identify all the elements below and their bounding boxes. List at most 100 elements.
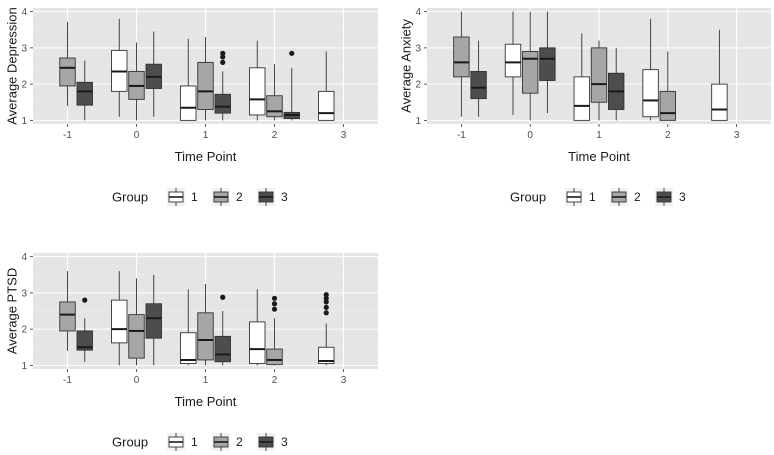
box-body [128,314,145,359]
legend-label: 2 [236,435,243,449]
box-group-1-timepoint-2 [249,40,266,121]
x-tick-label: 0 [134,375,140,386]
box-group-2-timepoint--1 [59,271,76,351]
box-group-2-timepoint-2 [659,51,676,121]
y-tick-label: 2 [21,80,27,91]
legend: Group 1 2 3 [112,188,288,206]
box-group-2-timepoint-2 [266,64,283,121]
x-tick-label: 0 [134,130,140,141]
outlier-point [323,292,329,298]
y-tick-label: 2 [21,325,27,336]
box-group-3-timepoint-0 [539,11,556,114]
legend: Group 1 2 3 [112,433,288,451]
outlier-point [271,295,278,301]
box-body [711,83,728,121]
box-body [642,69,659,118]
box-body [59,301,76,332]
legend-key-group-3: 3 [257,433,288,451]
outlier-point [323,299,329,305]
legend-key-group-2: 2 [212,188,243,206]
box-body [197,312,214,361]
x-tick-label: 3 [341,130,347,141]
box-group-3-timepoint-2 [283,50,300,121]
outlier-point [220,59,226,65]
x-tick-label: -1 [457,130,466,141]
box-group-3-timepoint--1 [76,60,93,121]
x-tick-label: -1 [63,375,72,386]
x-axis-title: Time Point [568,149,630,164]
legend-title: Group [510,190,546,205]
box-body [266,348,283,366]
y-axis-title: Average Depression [5,7,20,125]
x-tick-label: 3 [341,375,347,386]
box-body [249,67,266,116]
box-body [111,299,128,344]
box-body [214,93,231,114]
outlier-point [220,54,226,60]
legend: Group 1 2 3 [510,188,686,206]
x-tick-label: 2 [272,375,278,386]
box-group-2-timepoint-1 [197,37,214,121]
x-tick-label: 1 [203,375,209,386]
legend-label: 3 [281,190,288,204]
outlier-point [289,50,295,56]
legend-key-group-2: 2 [610,188,641,206]
box-body [180,85,197,121]
box-group-1-timepoint-2 [642,18,659,121]
box-body [539,47,556,81]
box-group-2-timepoint-1 [590,40,608,121]
box-group-3-timepoint--1 [76,297,93,362]
box-body [573,76,590,121]
box-group-3-timepoint-1 [214,294,231,366]
legend-label: 2 [236,190,243,204]
y-tick-label: 1 [21,361,27,372]
outlier-point [323,304,329,310]
box-group-3-timepoint-1 [214,50,231,121]
box-group-3-timepoint-0 [145,31,162,117]
box-body [145,303,162,339]
chart-panel-1: 1 2 3 4 -1 0 1 2 3 Time Point Average Depression Gr… [5,7,378,206]
y-tick-label: 4 [415,7,421,18]
x-tick-label: 1 [596,130,602,141]
box-body [59,57,76,87]
box-group-1-timepoint-1 [180,38,197,121]
legend-key-group-3: 3 [655,188,686,206]
box-body [453,36,470,78]
y-tick-label: 4 [21,7,27,18]
box-group-1-timepoint-3 [318,292,335,366]
legend-label: 1 [589,190,596,204]
legend-label: 1 [191,435,198,449]
box-body [318,90,335,121]
x-tick-label: -1 [63,130,72,141]
box-group-1-timepoint-3 [318,51,335,121]
y-axis-title: Average PTSD [5,268,20,354]
x-tick-label: 2 [272,130,278,141]
box-body [522,51,539,94]
box-body [659,90,676,121]
y-tick-label: 3 [415,43,421,54]
chart-panel-3: 1 2 3 4 -1 0 1 2 3 Time Point Average PTSD Group 1 2 3 [5,252,378,451]
box-body [318,346,335,365]
box-group-2-timepoint--1 [59,21,76,106]
outlier-point [220,294,226,300]
box-group-2-timepoint--1 [453,11,470,117]
outlier-point [271,301,278,307]
y-tick-label: 4 [21,252,27,263]
outlier-point [271,306,278,312]
legend-key-group-2: 2 [212,433,243,451]
x-tick-label: 2 [665,130,671,141]
y-tick-label: 2 [415,80,421,91]
box-body [197,61,214,110]
box-body [470,70,487,100]
y-axis-title: Average Anxiety [399,19,414,113]
y-tick-label: 3 [21,288,27,299]
box-group-3-timepoint--1 [470,40,487,117]
y-tick-label: 3 [21,43,27,54]
box-group-2-timepoint-0 [128,278,145,366]
legend-key-group-1: 1 [565,188,596,206]
x-axis-title: Time Point [175,394,237,409]
box-group-1-timepoint-0 [111,271,128,366]
legend-label: 1 [191,190,198,204]
box-group-2-timepoint-1 [197,283,214,366]
